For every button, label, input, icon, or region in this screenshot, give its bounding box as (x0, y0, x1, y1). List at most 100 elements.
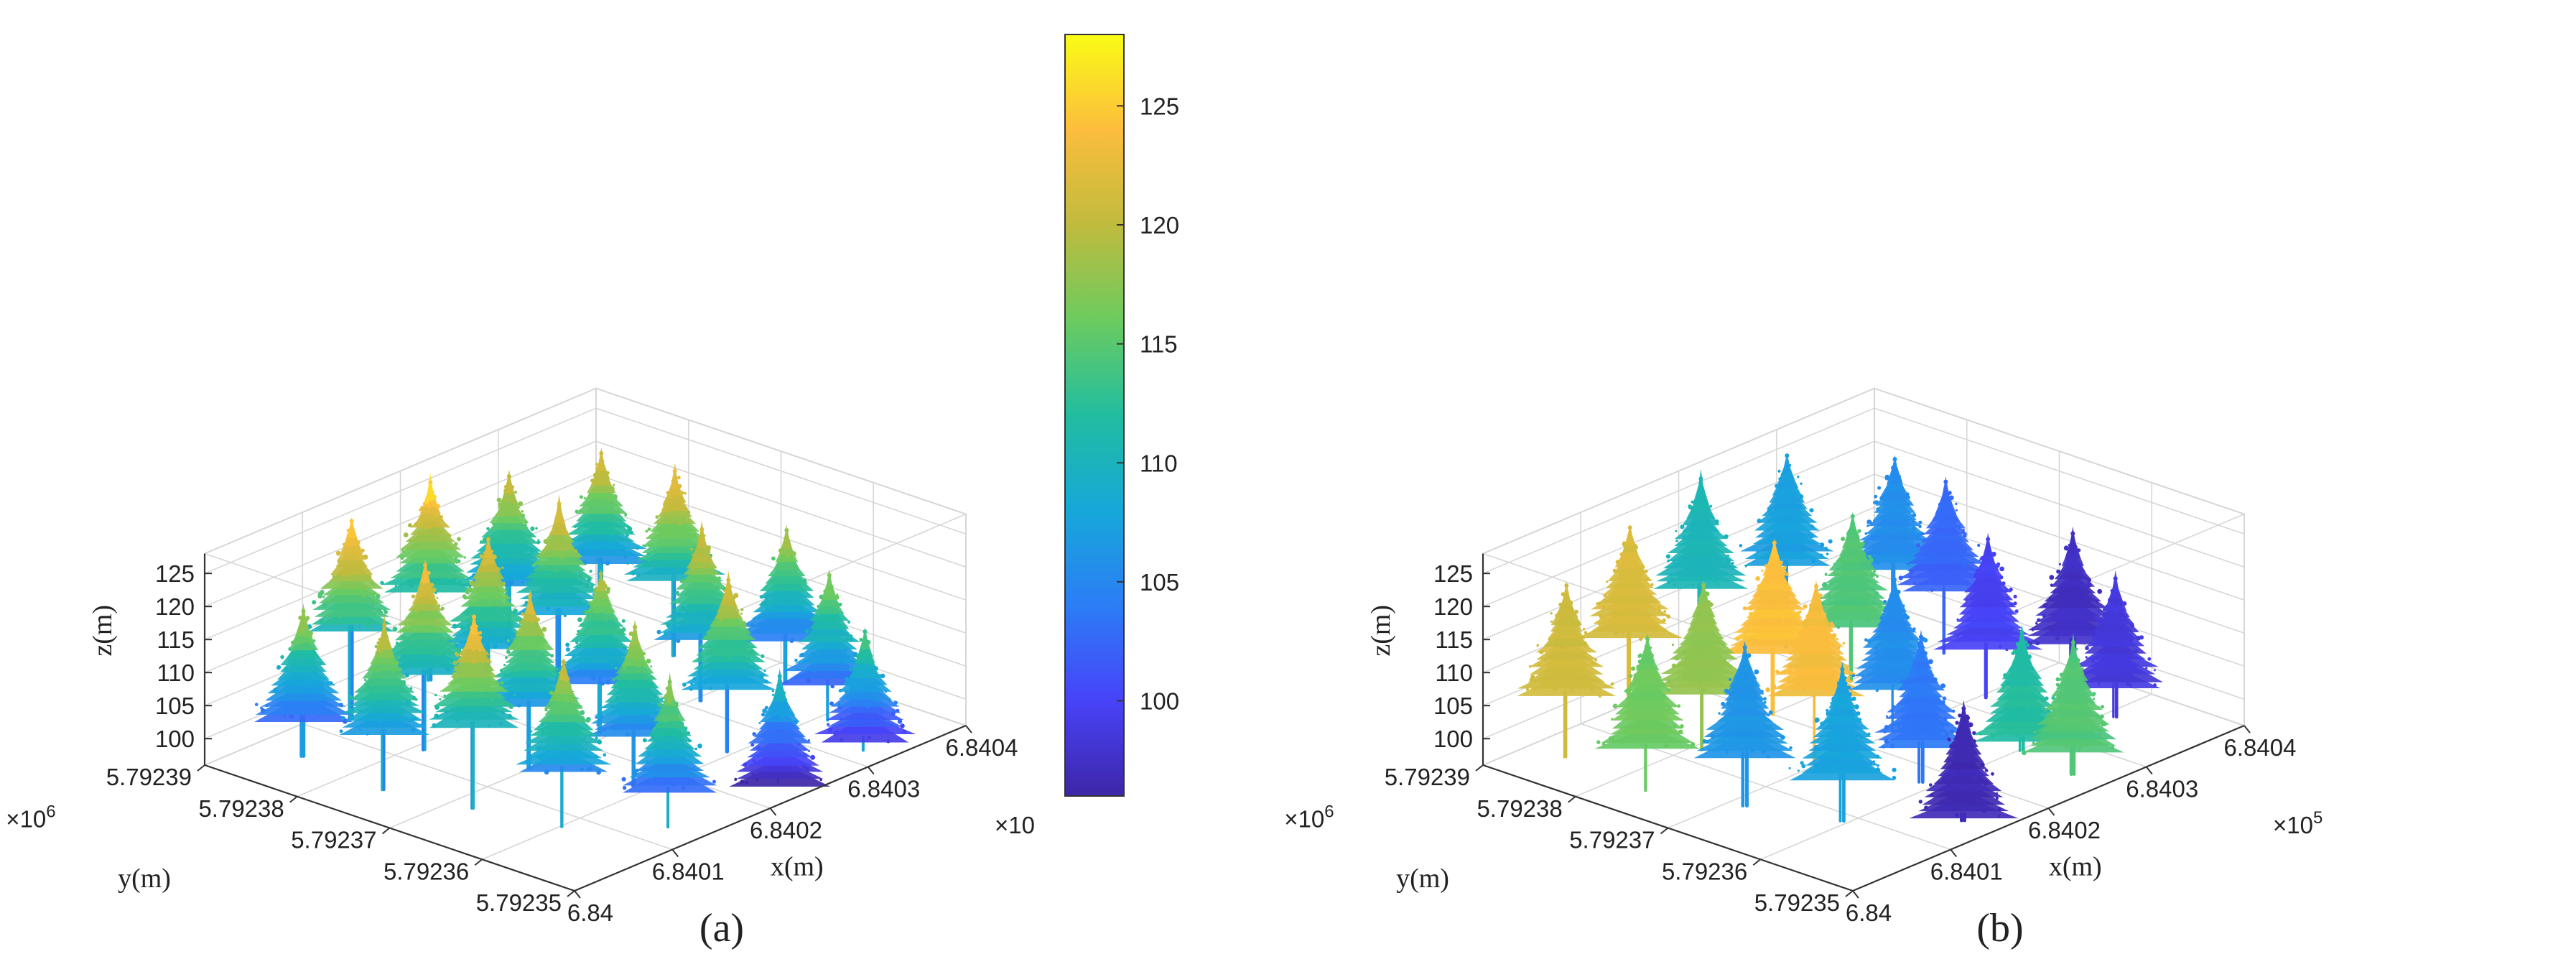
point (1658, 726, 1663, 731)
point (622, 665, 626, 669)
point (781, 570, 786, 575)
point (570, 698, 575, 703)
point (1779, 611, 1782, 616)
point (506, 649, 511, 654)
tree-cloud (1652, 580, 1755, 751)
point (641, 653, 645, 656)
point (432, 611, 434, 615)
point (1991, 583, 1994, 585)
point (1905, 555, 1910, 561)
point (1788, 505, 1792, 509)
point (692, 677, 697, 681)
point (1912, 627, 1916, 631)
point (1823, 688, 1829, 693)
point (1804, 665, 1808, 667)
point (1767, 713, 1770, 717)
point (740, 779, 745, 784)
point (1813, 593, 1818, 596)
point (776, 726, 781, 731)
point (1957, 524, 1961, 529)
point (1787, 563, 1790, 566)
point (2114, 603, 2117, 606)
point (1958, 561, 1961, 564)
point (451, 577, 457, 583)
point (645, 529, 648, 533)
point (1782, 569, 1786, 573)
point (1761, 736, 1764, 740)
tree-top (667, 680, 672, 685)
point (554, 584, 560, 590)
point (857, 718, 860, 722)
point (1754, 554, 1757, 557)
point (740, 612, 743, 615)
point (332, 574, 335, 578)
point (2086, 612, 2088, 615)
point (381, 640, 385, 644)
point (521, 510, 524, 513)
point (666, 623, 669, 626)
point (752, 732, 756, 736)
point (2116, 656, 2120, 659)
point (606, 586, 611, 591)
point (1631, 565, 1636, 570)
point (554, 567, 559, 573)
point (2128, 637, 2134, 642)
point (1999, 566, 2005, 572)
tree-cloud (680, 570, 776, 754)
point (702, 540, 706, 544)
point (672, 517, 676, 521)
point (778, 690, 781, 693)
point (2052, 707, 2055, 711)
point (1796, 611, 1800, 616)
point (808, 750, 811, 752)
point (900, 723, 905, 728)
point (610, 665, 614, 670)
tree-points (254, 448, 916, 829)
point (1918, 520, 1922, 524)
point (1772, 622, 1775, 625)
crown-points (421, 559, 430, 583)
point (1793, 487, 1796, 490)
point (1645, 578, 1650, 582)
point (454, 666, 457, 670)
point (626, 654, 629, 658)
tree-top (726, 578, 731, 583)
point (698, 578, 702, 583)
point (1649, 646, 1652, 649)
point (502, 513, 507, 518)
point (645, 705, 650, 711)
point (857, 713, 862, 718)
point (706, 545, 711, 550)
point (1798, 505, 1803, 509)
point (422, 529, 426, 534)
point (1563, 594, 1568, 598)
point (1932, 677, 1936, 682)
point (778, 712, 782, 716)
point (1991, 551, 1996, 557)
point (1956, 618, 1959, 621)
point (517, 703, 521, 708)
point (1798, 631, 1803, 637)
point (600, 714, 604, 718)
point (1811, 558, 1816, 564)
point (436, 596, 439, 599)
point (745, 780, 749, 784)
y-tick-label: 5.79237 (291, 827, 376, 853)
point (1612, 610, 1617, 614)
point (1846, 685, 1850, 689)
point (298, 616, 303, 620)
point (1917, 533, 1920, 537)
point (541, 626, 547, 632)
point (1918, 565, 1924, 570)
point (697, 570, 699, 573)
point (1693, 500, 1696, 503)
point (1757, 518, 1762, 524)
point (661, 715, 665, 719)
point (2113, 600, 2119, 605)
point (1854, 704, 1859, 710)
point (503, 508, 507, 512)
point (1833, 563, 1836, 565)
point (1708, 546, 1713, 551)
point (1632, 596, 1635, 599)
point (859, 656, 862, 659)
